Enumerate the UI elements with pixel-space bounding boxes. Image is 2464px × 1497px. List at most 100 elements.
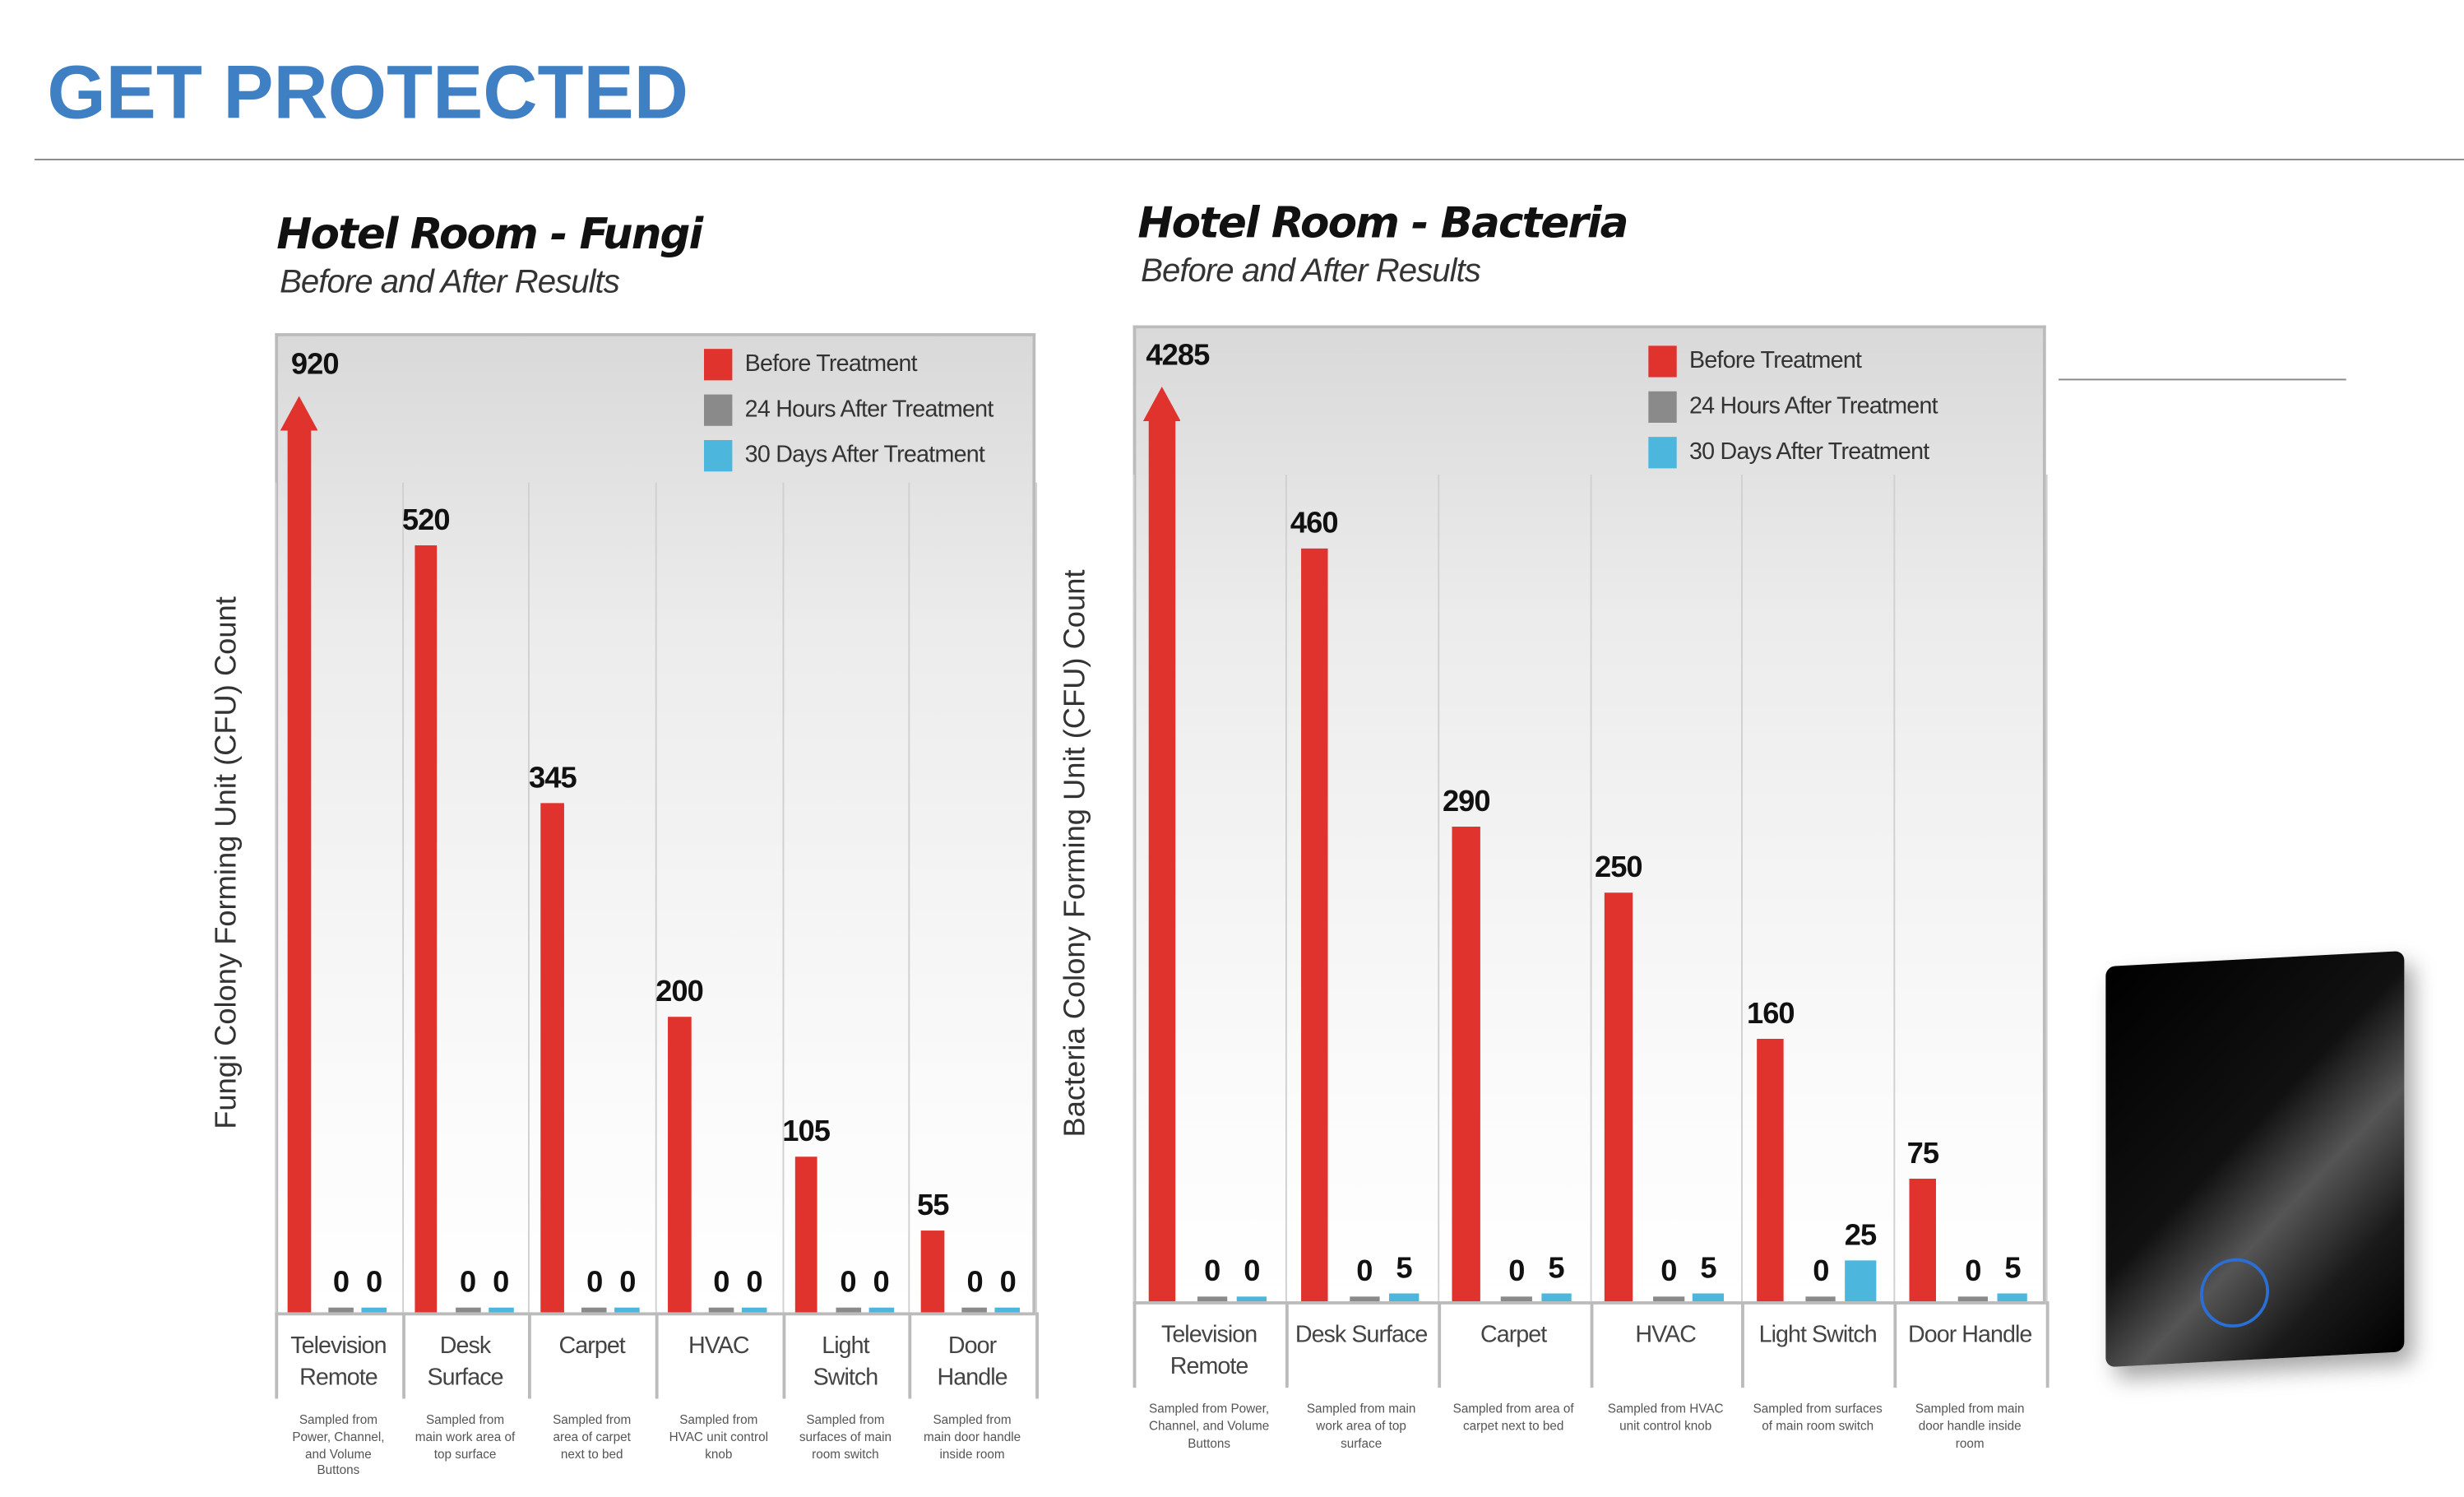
chart-subtitle: Before and After Results [1141, 253, 1481, 290]
category-note: Sampled from surfaces of main room switc… [799, 1412, 892, 1462]
category-divider [655, 1312, 659, 1399]
y-axis-label: Bacteria Colony Forming Unit (CFU) Count [1058, 568, 1092, 1137]
bar [1388, 1293, 1420, 1302]
value-label: 200 [655, 976, 704, 1010]
category-note: Sampled from surfaces of main room switc… [1753, 1402, 1883, 1434]
category-label: Carpet [558, 1332, 626, 1360]
value-label: 0 [1244, 1255, 1260, 1289]
category-note: Sampled from HVAC unit control knob [669, 1412, 769, 1462]
value-label: 0 [840, 1267, 856, 1300]
bar [1236, 1296, 1267, 1302]
value-label: 5 [1548, 1252, 1564, 1286]
category-divider [1285, 1301, 1289, 1388]
bar [921, 1231, 945, 1313]
bar [1757, 1039, 1785, 1302]
category-divider [528, 1312, 532, 1399]
value-label: 250 [1594, 851, 1643, 885]
category-divider [401, 1312, 405, 1399]
category-divider [1893, 1301, 1897, 1388]
band-divider [2045, 475, 2048, 1302]
bar [1197, 1296, 1228, 1302]
value-label: 0 [873, 1267, 889, 1300]
value-label: 55 [917, 1190, 949, 1224]
category-label: HVAC [1635, 1321, 1697, 1349]
chart-subtitle: Before and After Results [280, 263, 620, 300]
legend-swatch [703, 394, 733, 426]
band-divider [1893, 475, 1896, 1302]
category-divider [1437, 1301, 1441, 1388]
value-label: 0 [332, 1267, 350, 1300]
band-divider [401, 482, 404, 1313]
bar [1349, 1296, 1380, 1302]
legend-swatch [1648, 437, 1677, 469]
bar [1300, 549, 1328, 1302]
category-note: Sampled from area of carpet next to bed [553, 1412, 632, 1462]
legend-label: 30 Days After Treatment [744, 441, 985, 469]
band-divider [1741, 475, 1744, 1302]
category-divider [1741, 1301, 1745, 1388]
bar [1693, 1293, 1724, 1302]
band-divider [1437, 475, 1439, 1302]
band-divider [655, 482, 657, 1313]
category-divider [1589, 1301, 1593, 1388]
device-dial [2199, 1256, 2270, 1330]
category-label: Door Handle [1907, 1321, 2032, 1349]
bar [868, 1307, 894, 1313]
value-label: 0 [966, 1267, 984, 1300]
value-label: 0 [746, 1267, 762, 1300]
category-label: Light Switch [813, 1332, 879, 1391]
legend-swatch [703, 439, 733, 472]
value-label: 105 [782, 1116, 831, 1150]
side-rule [2059, 378, 2346, 381]
band-divider [528, 482, 530, 1313]
value-label: 0 [493, 1267, 509, 1300]
bar [668, 1017, 691, 1313]
category-label: Television Remote [290, 1332, 387, 1391]
legend-label: 24 Hours After Treatment [1689, 392, 1938, 420]
bar [1148, 418, 1176, 1302]
category-divider [909, 1312, 912, 1399]
bar [741, 1307, 767, 1313]
band-divider [275, 482, 277, 1313]
category-note: Sampled from HVAC unit control knob [1607, 1402, 1724, 1434]
value-label: 5 [1396, 1252, 1412, 1286]
bar [1997, 1293, 2028, 1302]
value-label: 75 [1906, 1138, 1939, 1171]
category-divider [1132, 1301, 1137, 1388]
bar [1653, 1296, 1684, 1302]
bar [361, 1307, 387, 1313]
category-label: Door Handle [937, 1332, 1007, 1391]
category-label: Desk Surface [427, 1332, 503, 1391]
category-label: Light Switch [1758, 1321, 1878, 1349]
legend-label: Before Treatment [744, 350, 918, 378]
band-divider [1132, 475, 1135, 1302]
legend-swatch [703, 349, 733, 381]
bar [614, 1307, 641, 1313]
bar [1501, 1296, 1532, 1302]
header-rule [35, 158, 2464, 160]
category-divider [781, 1312, 785, 1399]
value-label: 0 [1204, 1255, 1220, 1289]
category-label: HVAC [688, 1332, 750, 1360]
band-divider [909, 482, 910, 1313]
bar [488, 1307, 514, 1313]
category-note: Sampled from Power, Channel, and Volume … [1149, 1402, 1270, 1450]
bar [1805, 1296, 1836, 1302]
bar [414, 545, 438, 1313]
category-note: Sampled from area of carpet next to bed [1452, 1402, 1574, 1434]
bar [961, 1307, 988, 1313]
value-label: 0 [1813, 1255, 1829, 1289]
value-label: 0 [619, 1267, 636, 1300]
value-label: 0 [586, 1267, 603, 1300]
bar [1540, 1293, 1572, 1302]
value-label: 0 [713, 1267, 729, 1300]
value-label: 0 [999, 1267, 1017, 1300]
legend-swatch [1648, 391, 1677, 423]
value-label: 920 [290, 349, 340, 382]
bar [994, 1307, 1021, 1313]
bar [287, 427, 311, 1313]
value-label: 290 [1442, 786, 1491, 819]
bar [1957, 1296, 1989, 1302]
